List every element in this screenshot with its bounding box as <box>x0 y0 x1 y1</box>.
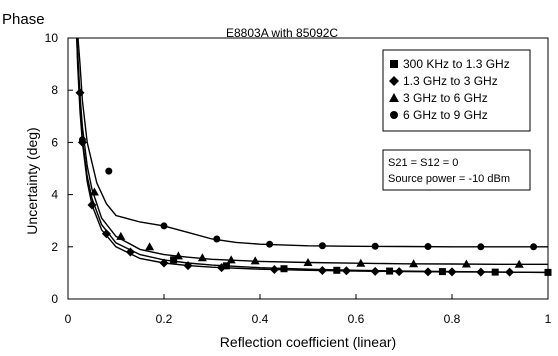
legend-label: 3 GHz to 6 GHz <box>403 91 488 105</box>
chart-heading: Phase <box>2 11 45 28</box>
data-point-triangle <box>226 255 236 264</box>
legend-label: 300 KHz to 1.3 GHz <box>403 57 510 71</box>
annotation-frame <box>382 149 531 191</box>
annotation-line-1: S21 = S12 = 0 <box>388 157 458 169</box>
chart-title: E8803A with 85092C <box>226 26 338 40</box>
data-point-triangle <box>250 256 260 265</box>
data-point-triangle <box>514 259 524 268</box>
annotation-box: S21 = S12 = 0 Source power = -10 dBm <box>382 149 531 191</box>
y-tick-label: 2 <box>51 240 58 254</box>
x-tick-label: 0.2 <box>156 312 173 326</box>
data-point-circle <box>266 240 274 248</box>
data-point-triangle <box>116 231 126 240</box>
legend-items: 300 KHz to 1.3 GHz 1.3 GHz to 3 GHz 3 GHz … <box>389 57 510 122</box>
data-point-triangle <box>356 258 366 267</box>
legend-marker-triangle <box>389 93 399 102</box>
data-point-diamond <box>505 267 515 277</box>
data-point-circle <box>477 243 485 251</box>
data-point-triangle <box>145 242 155 251</box>
y-tick-label: 10 <box>45 31 59 45</box>
x-tick-label: 0 <box>65 312 72 326</box>
data-point-diamond <box>87 200 97 210</box>
data-point-square <box>222 262 230 270</box>
y-tick-label: 8 <box>51 83 58 97</box>
data-point-triangle <box>303 257 313 266</box>
x-tick-label: 0.6 <box>348 312 365 326</box>
data-point-circle <box>78 136 86 144</box>
legend-box <box>382 49 531 132</box>
data-point-diamond <box>75 88 85 98</box>
x-tick-label: 0.8 <box>444 312 461 326</box>
data-point-triangle <box>89 187 99 196</box>
data-point-triangle <box>173 251 183 260</box>
legend-marker-diamond <box>389 76 399 86</box>
data-point-diamond <box>269 265 279 275</box>
data-point-diamond <box>101 229 111 239</box>
data-point-triangle <box>409 259 419 268</box>
data-point-circle <box>424 243 432 251</box>
x-tick-label: 0.4 <box>252 312 269 326</box>
data-point-square <box>491 268 499 276</box>
data-point-circle <box>371 242 379 250</box>
data-point-circle <box>213 235 221 243</box>
x-tick-label: 1 <box>545 312 552 326</box>
data-point-diamond <box>217 263 227 273</box>
data-point-triangle <box>197 253 207 262</box>
data-point-square <box>333 266 341 274</box>
data-point-diamond <box>183 261 193 271</box>
y-tick-label: 0 <box>51 292 58 306</box>
series-line-circle <box>77 38 548 248</box>
data-point-square <box>386 267 394 275</box>
data-point-square <box>170 256 178 264</box>
data-point-diamond <box>394 267 404 277</box>
data-point-diamond <box>447 267 457 277</box>
data-point-square <box>280 265 288 273</box>
data-point-diamond <box>476 267 486 277</box>
data-point-diamond <box>125 247 135 257</box>
y-axis-label: Uncertainty (deg) <box>24 127 40 234</box>
data-point-triangle <box>461 259 471 268</box>
plot-frame <box>67 37 549 300</box>
annotation-line-2: Source power = -10 dBm <box>388 173 510 185</box>
legend-label: 1.3 GHz to 3 GHz <box>403 74 498 88</box>
data-point-square <box>438 268 446 276</box>
legend-marker-square <box>390 60 398 68</box>
data-point-diamond <box>423 267 433 277</box>
data-point-diamond <box>341 266 351 276</box>
data-point-square <box>544 268 552 276</box>
data-point-circle <box>105 167 113 175</box>
data-point-circle <box>318 242 326 250</box>
data-point-diamond <box>159 258 169 268</box>
x-axis-label: Reflection coefficient (linear) <box>220 334 396 350</box>
data-point-circle <box>530 243 538 251</box>
data-point-diamond <box>370 266 380 276</box>
legend-marker-circle <box>390 111 398 119</box>
series-line-triangle <box>76 38 548 265</box>
legend: 300 KHz to 1.3 GHz 1.3 GHz to 3 GHz 3 GHz … <box>382 49 531 132</box>
legend-label: 6 GHz to 9 GHz <box>403 108 488 122</box>
data-point-circle <box>160 222 168 230</box>
data-point-diamond <box>317 266 327 276</box>
y-tick-label: 4 <box>51 188 58 202</box>
y-tick-label: 6 <box>51 135 58 149</box>
series-markers <box>75 88 552 277</box>
